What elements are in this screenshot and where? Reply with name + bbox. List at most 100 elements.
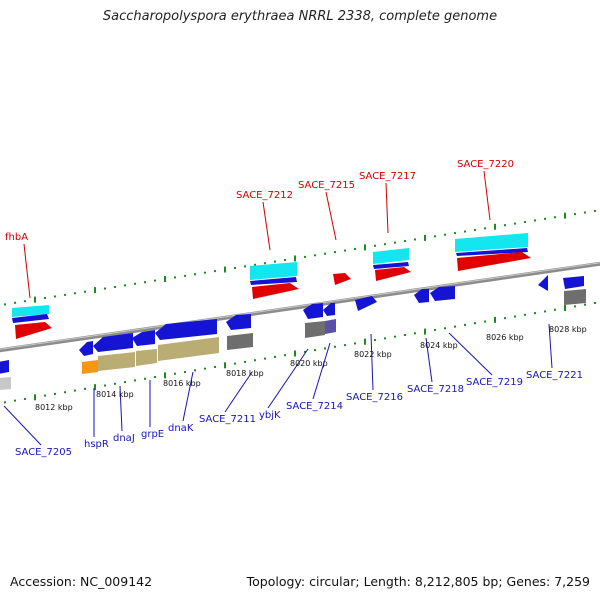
feature-cyan-sace7220[interactable] [455, 233, 528, 252]
reverse-gene-label[interactable]: SACE_7219 [466, 377, 523, 388]
feature-purple-sace7214[interactable] [325, 319, 336, 334]
tick-mark [314, 349, 316, 352]
forward-gene-label[interactable]: SACE_7217 [359, 171, 416, 182]
tick-mark [234, 362, 236, 365]
feature-tracks [0, 233, 586, 390]
tick-mark [474, 228, 476, 231]
tick-mark [454, 232, 456, 235]
tick-mark [144, 281, 146, 284]
tick-mark [554, 216, 556, 219]
forward-gene-label[interactable]: SACE_7220 [457, 159, 514, 170]
cds-sace7220[interactable] [457, 252, 531, 271]
gene-dnaK[interactable] [155, 319, 217, 340]
accession-text: Accession: NC_009142 [10, 574, 153, 589]
tick-mark [194, 273, 196, 276]
tick-mark [244, 360, 246, 363]
feature-gray-sace7205[interactable] [0, 377, 11, 390]
tick-mark [364, 338, 366, 345]
gene-sace7205[interactable] [0, 360, 9, 374]
tick-mark [224, 266, 226, 273]
reverse-gene-label[interactable]: SACE_7216 [346, 392, 403, 403]
forward-gene-label[interactable]: SACE_7215 [298, 180, 355, 191]
feature-olive-grpE[interactable] [136, 349, 157, 366]
gene-sace7211[interactable] [226, 314, 251, 330]
feature-cyan-sace7212[interactable] [250, 262, 297, 280]
feature-cyan-sace7217[interactable] [373, 248, 409, 264]
cds-fhbA[interactable] [15, 322, 52, 339]
tick-mark [514, 222, 516, 225]
feature-gray-sace7211[interactable] [227, 333, 253, 350]
forward-label-leader [262, 201, 271, 251]
reverse-gene-label[interactable]: hspR [84, 439, 109, 450]
gene-ybjK[interactable] [303, 303, 323, 319]
tick-mark [244, 265, 246, 268]
gene-hspR[interactable] [79, 341, 93, 356]
tick-mark [214, 270, 216, 273]
reverse-gene-label[interactable]: dnaJ [113, 433, 135, 444]
tick-mark [154, 376, 156, 379]
feature-olive-dnaK[interactable] [158, 337, 219, 361]
reverse-label-leader [182, 371, 194, 422]
forward-gene-label[interactable]: fhbA [5, 232, 28, 243]
tick-mark [434, 235, 436, 238]
gene-forward-c[interactable] [538, 275, 548, 291]
reverse-gene-label[interactable]: ybjK [259, 410, 281, 421]
gene-sace7219[interactable] [430, 286, 455, 301]
label-leaders [3, 170, 553, 446]
feature-olive-dnaJ[interactable] [98, 352, 135, 371]
reverse-gene-label[interactable]: SACE_7214 [286, 401, 343, 412]
gene-dnaJ[interactable] [93, 333, 133, 352]
tick-mark [224, 362, 226, 369]
tick-mark [434, 328, 436, 331]
tick-mark [284, 354, 286, 357]
tick-mark [534, 219, 536, 222]
reverse-gene-label[interactable]: dnaK [168, 423, 194, 434]
kbp-scale-label: 8018 kbp [226, 369, 264, 378]
cds-sace7212[interactable] [252, 283, 299, 299]
genome-title: Saccharopolyspora erythraea NRRL 2338, c… [102, 9, 498, 24]
gene-sace7212[interactable] [250, 277, 297, 285]
gene-forward-a[interactable] [355, 296, 377, 311]
tick-mark [334, 251, 336, 254]
reverse-gene-label[interactable]: SACE_7205 [15, 447, 72, 458]
reverse-gene-label[interactable]: SACE_7211 [199, 414, 256, 425]
forward-gene-label[interactable]: SACE_7212 [236, 190, 293, 201]
reverse-gene-label[interactable]: SACE_7221 [526, 370, 583, 381]
feature-orange-hspR[interactable] [82, 360, 98, 374]
tick-mark [54, 392, 56, 395]
cds-sace7217[interactable] [375, 267, 411, 281]
forward-label-leader [325, 191, 337, 241]
gene-fhbA[interactable] [12, 314, 49, 323]
tick-mark [454, 325, 456, 328]
tick-mark [144, 377, 146, 380]
gene-grpE[interactable] [132, 330, 155, 346]
tick-mark [364, 244, 366, 251]
tick-mark [294, 350, 296, 357]
tick-mark [234, 266, 236, 269]
tick-mark [344, 249, 346, 252]
reverse-label-leader [548, 323, 553, 369]
reverse-gene-label[interactable]: SACE_7218 [407, 384, 464, 395]
tick-mark [344, 344, 346, 347]
gene-sace7217[interactable] [373, 262, 409, 269]
tick-mark [484, 320, 486, 323]
reverse-gene-label[interactable]: grpE [141, 429, 164, 440]
feature-cyan-fhbA[interactable] [12, 305, 49, 317]
cds-sace7215[interactable] [333, 273, 351, 285]
kbp-scale-label: 8016 kbp [163, 379, 201, 388]
tick-mark [14, 399, 16, 402]
gene-sace7220[interactable] [456, 248, 528, 256]
tick-mark [374, 244, 376, 247]
tick-mark [4, 401, 6, 404]
tick-mark [274, 260, 276, 263]
tick-mark [314, 254, 316, 257]
feature-gray-sace7221[interactable] [564, 289, 586, 305]
tick-mark [84, 387, 86, 390]
gene-sace7218[interactable] [414, 289, 429, 303]
tick-mark [124, 381, 126, 384]
feature-gray-ybjK[interactable] [305, 321, 325, 338]
tick-mark [284, 259, 286, 262]
gene-forward-b[interactable] [563, 276, 584, 289]
tick-mark [414, 238, 416, 241]
gene-sace7214[interactable] [323, 303, 335, 316]
